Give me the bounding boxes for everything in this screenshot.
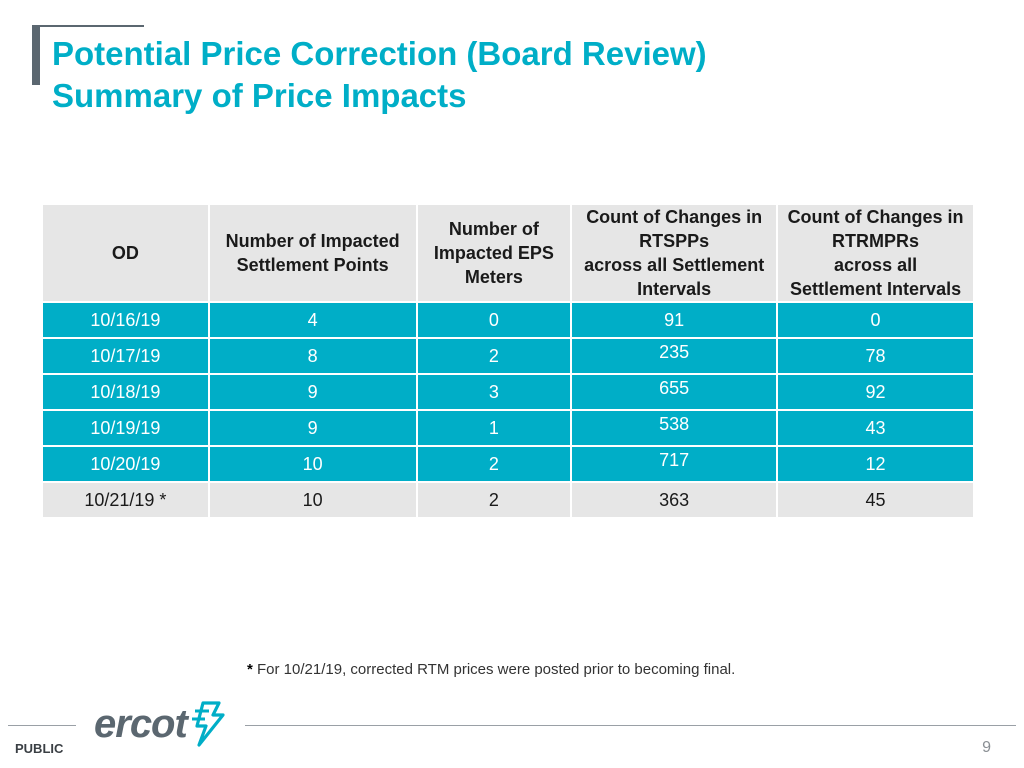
header-line: Settlement Intervals bbox=[790, 279, 962, 299]
cell-rtrmpr-changes: 12 bbox=[777, 446, 973, 483]
table-row: 10/19/19 9 1 538 43 bbox=[43, 410, 973, 447]
header-line: Meters bbox=[464, 267, 523, 287]
cell-rtrmpr-changes: 0 bbox=[777, 302, 973, 339]
table-header-row: OD Number of Impacted Settlement Points … bbox=[43, 205, 973, 303]
header-line: Settlement Points bbox=[236, 255, 389, 275]
cell-od: 10/17/19 bbox=[43, 338, 210, 375]
cell-rtspp-changes: 91 bbox=[571, 302, 779, 339]
footer-divider-right bbox=[245, 725, 1016, 726]
header-od-line: OD bbox=[111, 243, 139, 263]
cell-settlement-points: 4 bbox=[208, 302, 418, 339]
cell-rtrmpr-changes: 43 bbox=[777, 410, 973, 447]
cell-rtspp-changes: 538 bbox=[571, 410, 779, 447]
header-line: Intervals bbox=[637, 279, 712, 299]
header-line: across all bbox=[834, 255, 918, 275]
cell-eps-meters: 1 bbox=[416, 410, 573, 447]
cell-od: 10/21/19 * bbox=[43, 482, 210, 519]
page-number: 9 bbox=[982, 739, 991, 756]
table-row: 10/16/19 4 0 91 0 bbox=[43, 302, 973, 339]
header-line: Count of Changes in bbox=[586, 207, 763, 227]
cell-od: 10/19/19 bbox=[43, 410, 210, 447]
classification-label: PUBLIC bbox=[15, 741, 64, 756]
header-line: Number of Impacted bbox=[225, 231, 400, 251]
cell-settlement-points: 10 bbox=[208, 482, 418, 519]
cell-settlement-points: 9 bbox=[208, 410, 418, 447]
cell-od: 10/16/19 bbox=[43, 302, 210, 339]
cell-eps-meters: 3 bbox=[416, 374, 573, 411]
cell-rtspp-value: 717 bbox=[659, 449, 690, 470]
header-settlement-points: Number of Impacted Settlement Points bbox=[208, 205, 418, 303]
cell-rtrmpr-changes: 45 bbox=[777, 482, 973, 519]
footer-divider-left bbox=[8, 725, 76, 726]
table-row: 10/21/19 * 10 2 363 45 bbox=[43, 482, 973, 519]
cell-eps-meters: 0 bbox=[416, 302, 573, 339]
cell-rtspp-value: 538 bbox=[659, 413, 690, 434]
title-accent-line bbox=[32, 25, 144, 27]
header-line: Impacted EPS bbox=[433, 243, 554, 263]
page-title: Potential Price Correction (Board Review… bbox=[52, 33, 707, 117]
cell-rtspp-changes: 717 bbox=[571, 446, 779, 483]
cell-od: 10/18/19 bbox=[43, 374, 210, 411]
ercot-lightning-logo-icon bbox=[191, 701, 225, 747]
cell-rtspp-value: 655 bbox=[659, 377, 690, 398]
cell-eps-meters: 2 bbox=[416, 446, 573, 483]
table-row: 10/17/19 8 2 235 78 bbox=[43, 338, 973, 375]
cell-eps-meters: 2 bbox=[416, 338, 573, 375]
cell-rtspp-changes: 363 bbox=[571, 482, 779, 519]
header-eps-meters: Number of Impacted EPS Meters bbox=[416, 205, 573, 303]
footnote: * For 10/21/19, corrected RTM prices wer… bbox=[247, 661, 735, 678]
header-line: Number of bbox=[448, 219, 539, 239]
cell-rtspp-changes: 235 bbox=[571, 338, 779, 375]
title-accent-bar bbox=[32, 25, 40, 85]
ercot-logo: ercot bbox=[94, 698, 229, 750]
footnote-text: For 10/21/19, corrected RTM prices were … bbox=[252, 661, 736, 678]
cell-eps-meters: 2 bbox=[416, 482, 573, 519]
cell-settlement-points: 9 bbox=[208, 374, 418, 411]
table-row: 10/20/19 10 2 717 12 bbox=[43, 446, 973, 483]
footnote-marker: * bbox=[247, 661, 253, 678]
header-line: Count of Changes in bbox=[787, 207, 964, 227]
cell-settlement-points: 8 bbox=[208, 338, 418, 375]
header-rtrmpr-changes: Count of Changes in RTRMPRs across all S… bbox=[777, 205, 973, 303]
page-title-line-1: Potential Price Correction (Board Review… bbox=[52, 35, 707, 72]
cell-rtrmpr-changes: 78 bbox=[777, 338, 973, 375]
cell-settlement-points: 10 bbox=[208, 446, 418, 483]
header-od: OD bbox=[43, 205, 210, 303]
page-title-line-2: Summary of Price Impacts bbox=[52, 77, 467, 114]
header-line: RTSPPs bbox=[639, 231, 710, 251]
cell-rtrmpr-changes: 92 bbox=[777, 374, 973, 411]
cell-rtspp-changes: 655 bbox=[571, 374, 779, 411]
header-rtspp-changes: Count of Changes in RTSPPs across all Se… bbox=[571, 205, 779, 303]
header-line: across all Settlement bbox=[584, 255, 765, 275]
header-line: RTRMPRs bbox=[832, 231, 920, 251]
cell-rtspp-value: 235 bbox=[659, 341, 690, 362]
cell-od: 10/20/19 bbox=[43, 446, 210, 483]
table-row: 10/18/19 9 3 655 92 bbox=[43, 374, 973, 411]
logo-wordmark: ercot bbox=[94, 702, 188, 746]
price-impacts-table: OD Number of Impacted Settlement Points … bbox=[43, 205, 973, 519]
